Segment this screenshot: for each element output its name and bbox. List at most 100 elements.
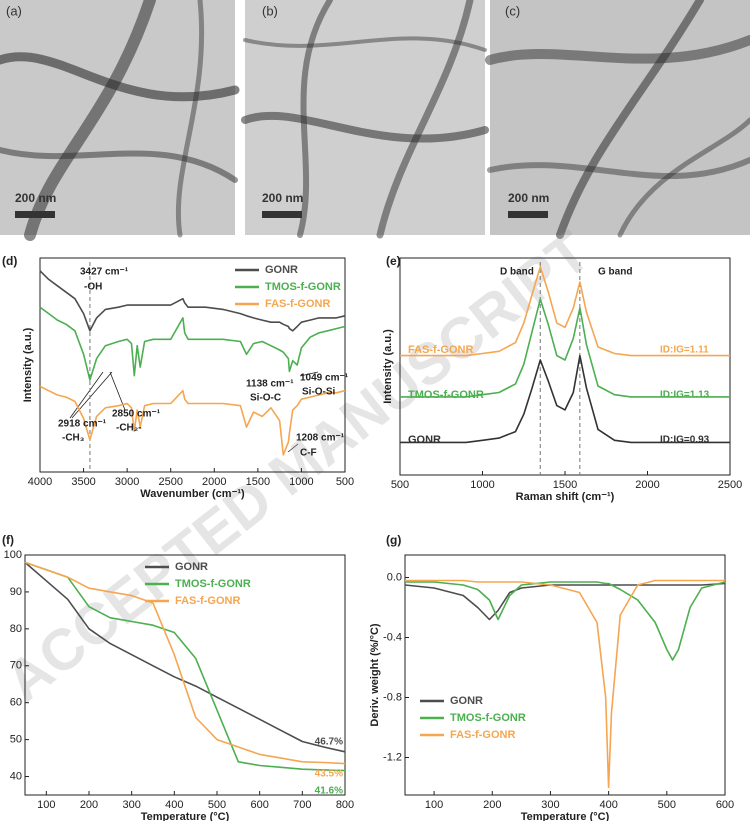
x-tick-label: 4000 [28,476,52,488]
x-tick-label: 100 [425,799,443,811]
x-tick-label: 3500 [71,476,95,488]
x-tick-label: 800 [336,799,354,811]
x-tick-label: 3000 [115,476,139,488]
x-tick-label: 2500 [158,476,182,488]
annotation: C-F [300,448,317,459]
x-tick-label: 400 [165,799,183,811]
scale-bar-label: 200 nm [15,191,56,205]
x-tick-label: 500 [208,799,226,811]
y-axis-title: Intensity (a.u.) [22,327,34,402]
y-tick-label: 50 [10,734,22,746]
chart [404,554,726,796]
annotation: ID:IG=0.93 [660,435,710,446]
x-tick-label: 300 [122,799,140,811]
series-line [400,354,730,444]
scale-bar-label: 200 nm [262,191,303,205]
y-axis-title: Deriv. weight (%/°C) [369,623,381,727]
legend-label: TMOS-f-GONR [265,281,341,293]
x-axis-title: Temperature (°C) [141,811,230,821]
texture [241,111,489,143]
series-line [400,265,730,357]
annotation: Si-O-Si [302,387,336,398]
legend-label: FAS-f-GONR [175,595,240,607]
series-label: TMOS-f-GONR [408,389,484,401]
texture [485,35,750,65]
texture [487,157,750,180]
chart [399,257,731,476]
series-line [24,561,346,765]
legend-label: GONR [265,264,298,276]
texture [243,36,487,52]
y-tick-label: 0.0 [387,571,402,583]
scale-bar-label: 200 nm [508,191,549,205]
arrow [69,371,104,419]
x-tick-label: 1500 [553,479,577,491]
annotation: 1138 cm⁻¹ [246,379,294,390]
x-tick-label: 2000 [635,479,659,491]
texture [0,147,238,183]
x-tick-label: 400 [599,799,617,811]
x-tick-label: 500 [336,476,354,488]
series-line [24,561,346,753]
series-line [400,298,730,398]
arrows [69,371,319,453]
arrow [109,371,126,411]
scale-bar [508,211,548,218]
panel-label: (g) [386,533,401,547]
plot-frame [404,554,726,796]
y-tick-label: 70 [10,660,22,672]
legend-label: GONR [450,695,483,707]
plot-frame [24,554,346,796]
legend-label: TMOS-f-GONR [450,712,526,724]
x-axis-title: Wavenumber (cm⁻¹) [140,488,245,500]
scale-bar [15,211,55,218]
chart [24,554,346,796]
annotation: 1208 cm⁻¹ [296,433,345,444]
x-tick-label: 200 [483,799,501,811]
texture [617,117,750,238]
series-line [405,579,725,789]
x-tick-label: 1000 [289,476,313,488]
legend-label: TMOS-f-GONR [175,578,251,590]
y-tick-label: 100 [4,549,22,561]
texture [24,0,156,241]
x-tick-label: 600 [716,799,734,811]
y-tick-label: 80 [10,623,22,635]
y-tick-label: 90 [10,586,22,598]
y-axis-title: Intensity (a.u.) [382,329,394,404]
series-line [24,561,346,772]
chart [39,257,346,473]
annotation: -CH₂- [116,423,142,434]
panel-label: (f) [2,533,14,547]
annotation: -CH₃ [62,433,85,444]
texture [175,0,205,238]
annotation: Si-O-C [250,393,281,404]
panel-label: (d) [2,254,17,268]
x-axis-title: Raman shift (cm⁻¹) [516,491,615,503]
series-line [39,270,346,332]
series-label: FAS-f-GONR [408,344,473,356]
panel-label: (e) [386,254,401,268]
arrow [299,371,319,377]
x-tick-label: 300 [541,799,559,811]
x-tick-label: 600 [250,799,268,811]
value-label: 46.7% [315,736,343,747]
x-tick-label: 2000 [202,476,226,488]
annotation: ID:IG=1.13 [660,390,710,401]
y-tick-label: -0.8 [383,691,402,703]
y-tick-label: -0.4 [383,631,402,643]
value-label: 43.5% [315,768,343,779]
x-tick-label: 1000 [470,479,494,491]
tem-images: (a) (b) (c) 200 nm 200 nm 200 nm [0,0,750,241]
texture [0,52,240,102]
y-tick-label: 40 [10,770,22,782]
annotation: 2918 cm⁻¹ [58,419,107,430]
y-tick-label: 60 [10,697,22,709]
x-tick-label: 2500 [718,479,742,491]
series-label: GONR [408,434,441,446]
x-tick-label: 700 [293,799,311,811]
legend-label: FAS-f-GONR [265,298,330,310]
annotation: D band [500,267,534,278]
